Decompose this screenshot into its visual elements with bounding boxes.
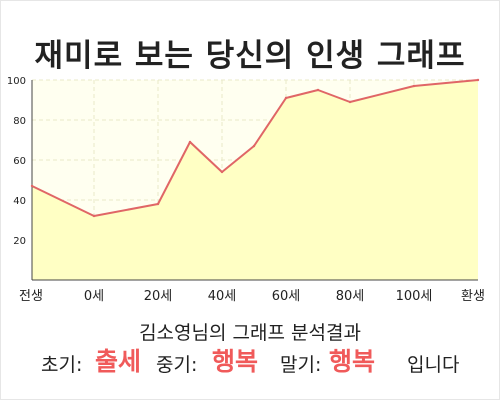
data-point-4 [220, 170, 224, 174]
analysis-subtitle: 김소영님의 그래프 분석결과 [139, 322, 361, 344]
data-point-10 [476, 78, 480, 82]
data-point-6 [284, 96, 288, 100]
data-point-5 [252, 144, 256, 148]
x-tick-5: 80세 [336, 289, 365, 304]
analysis-result: 초기: 출세 중기: 행복 말기: 행복 입니다 [0, 346, 500, 382]
x-tick-2: 20세 [144, 289, 173, 304]
x-tick-7: 환생 [461, 289, 485, 304]
data-point-1 [92, 214, 96, 218]
x-tick-4: 60세 [272, 289, 301, 304]
y-tick-100: 100 [7, 76, 26, 87]
early-label: 초기: [41, 354, 83, 376]
y-tick-40: 40 [13, 196, 26, 207]
x-tick-labels: 전생 0세 20세 40세 60세 80세 100세 환생 [19, 289, 485, 304]
data-point-7 [316, 88, 320, 92]
page-title: 재미로 보는 당신의 인생 그래프 [34, 38, 466, 74]
data-point-8 [348, 100, 352, 104]
y-tick-20: 20 [13, 236, 26, 247]
data-point-2 [156, 202, 160, 206]
x-tick-6: 100세 [396, 289, 433, 304]
ending-text: 입니다 [407, 354, 460, 376]
data-point-9 [412, 84, 416, 88]
data-point-0 [30, 184, 34, 188]
x-tick-0: 전생 [19, 289, 43, 304]
axes [31, 80, 478, 281]
mid-value: 행복 [212, 347, 259, 376]
x-tick-3: 40세 [208, 289, 237, 304]
late-label: 말기: [280, 354, 322, 376]
series-area [32, 80, 478, 280]
y-tick-80: 80 [13, 116, 26, 127]
y-tick-60: 60 [13, 156, 26, 167]
x-tick-1: 0세 [84, 289, 104, 304]
y-tick-labels: 20 40 60 80 100 [7, 76, 26, 247]
data-points [30, 78, 480, 218]
early-value: 출세 [95, 347, 142, 376]
late-value: 행복 [329, 347, 376, 376]
mid-label: 중기: [156, 354, 198, 376]
data-point-3 [188, 140, 192, 144]
